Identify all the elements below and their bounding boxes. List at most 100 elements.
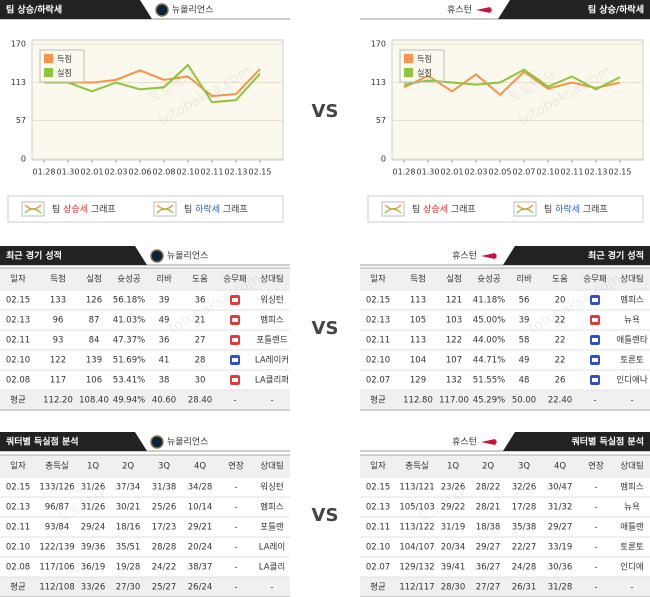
cell: 93/84 xyxy=(45,523,70,533)
cell: 애틀랜타 xyxy=(616,335,647,346)
cell: 113/121 xyxy=(399,483,434,493)
cell: 29/27 xyxy=(476,543,501,553)
cell: 뉴욕 xyxy=(624,503,640,513)
cell: 24/28 xyxy=(512,563,537,573)
cell: 멤피스 xyxy=(620,295,644,306)
y-tick-label: 113 xyxy=(371,78,386,87)
y-tick-label: 57 xyxy=(376,116,386,125)
cell: 02.15 xyxy=(6,483,30,493)
column-header: 상대팀 xyxy=(260,461,283,472)
result-icon-inner xyxy=(592,338,598,342)
team-logo xyxy=(476,7,492,13)
cell: 02.11 xyxy=(366,523,390,533)
cell: 126 xyxy=(86,296,102,306)
cell: 02.15 xyxy=(366,296,390,306)
cell: 22 xyxy=(555,336,566,346)
cell: 멤피스 xyxy=(260,502,284,513)
header-label-bg xyxy=(0,432,147,451)
result-icon-inner xyxy=(232,298,238,302)
cell: 32/26 xyxy=(512,483,537,493)
column-header: 상대팀 xyxy=(620,461,643,472)
cell: - xyxy=(234,503,237,513)
cell: 121 xyxy=(446,296,462,306)
series-line xyxy=(403,70,621,97)
column-header: 일자 xyxy=(370,462,386,472)
legend-text-part: 상승세 xyxy=(63,204,88,215)
cell: 113 xyxy=(410,296,426,306)
graph-legend-box xyxy=(367,195,644,223)
cell: 53.41% xyxy=(113,376,145,386)
cell: 29/27 xyxy=(548,523,573,533)
header-label-bg xyxy=(0,0,152,19)
x-tick-label: 02.11 xyxy=(561,168,584,177)
table-header-bg xyxy=(0,455,290,477)
header-label-bg xyxy=(503,432,650,451)
cell: 평균 xyxy=(10,582,26,593)
vs-label: VS xyxy=(312,318,339,339)
y-tick-label: 170 xyxy=(11,40,26,49)
x-tick-label: 02.06 xyxy=(129,168,152,177)
cell: 28/21 xyxy=(476,503,501,513)
cell: 26/31 xyxy=(512,583,537,593)
column-header: 1Q xyxy=(87,462,99,472)
column-header: 슛성공 xyxy=(117,275,141,285)
header-label: 쿼터별 득실점 분석 xyxy=(571,436,644,448)
legend-label: 실점 xyxy=(417,68,432,78)
y-tick-label: 0 xyxy=(381,155,386,164)
cell: 멤피스 xyxy=(260,315,284,326)
team-name: 휴스턴 xyxy=(447,5,472,16)
cell: 106 xyxy=(86,376,102,386)
cell: 멤피스 xyxy=(620,482,644,493)
cell: 31/26 xyxy=(81,503,106,513)
x-tick-label: 02.03 xyxy=(465,168,488,177)
cell: 132 xyxy=(446,376,462,386)
cell: 87 xyxy=(89,316,100,326)
cell: 02.08 xyxy=(6,563,30,573)
team-name: 뉴올리언스 xyxy=(167,250,208,262)
y-tick-label: 57 xyxy=(16,116,26,125)
x-tick-label: 02.05 xyxy=(489,168,512,177)
legend-text: 팀 상승세 그래프 xyxy=(412,203,476,215)
vs-label: VS xyxy=(312,101,339,122)
column-header: 4Q xyxy=(554,462,566,472)
cell: 02.07 xyxy=(366,563,390,573)
column-header: 승무패 xyxy=(223,274,246,285)
column-header: 일자 xyxy=(10,275,26,285)
cell: 토론토 xyxy=(620,543,644,553)
cell: 26/24 xyxy=(188,583,213,593)
cell: 평균 xyxy=(370,395,386,406)
legend-label: 실점 xyxy=(57,68,72,78)
cell: 02.10 xyxy=(6,356,30,366)
cell: 26 xyxy=(555,376,566,386)
header-label: 최근 경기 성적 xyxy=(6,250,62,262)
cell: 36/19 xyxy=(81,563,106,573)
cell: 56 xyxy=(519,296,530,306)
cell: 36 xyxy=(159,336,170,346)
column-header: 상대팀 xyxy=(260,274,283,285)
cell: 19/28 xyxy=(116,563,141,573)
graph-legend-box xyxy=(7,195,284,223)
cell: 129/132 xyxy=(399,563,434,573)
cell: 45.00% xyxy=(473,316,505,326)
cell: 28/22 xyxy=(476,483,501,493)
series-line xyxy=(44,63,261,104)
header-label: 팀 상승/하락세 xyxy=(588,4,644,16)
cell: - xyxy=(594,483,597,493)
cell: 28/30 xyxy=(441,583,466,593)
cell: - xyxy=(234,523,237,533)
column-header: 승무패 xyxy=(583,274,606,285)
cell: 뉴욕 xyxy=(624,316,640,326)
column-header: 상대팀 xyxy=(620,274,643,285)
cell: 28/28 xyxy=(152,543,177,553)
plot-area xyxy=(31,39,284,161)
cell: 20 xyxy=(555,296,566,306)
legend-icon-line xyxy=(384,208,402,214)
plot-area xyxy=(391,39,644,161)
x-tick-label: 02.13 xyxy=(585,168,608,177)
cell: 40.60 xyxy=(152,396,176,406)
cell: 41.03% xyxy=(113,316,145,326)
cell: 포틀랜 xyxy=(260,522,284,533)
cell: 49 xyxy=(159,316,170,326)
cell: 31/26 xyxy=(81,483,106,493)
